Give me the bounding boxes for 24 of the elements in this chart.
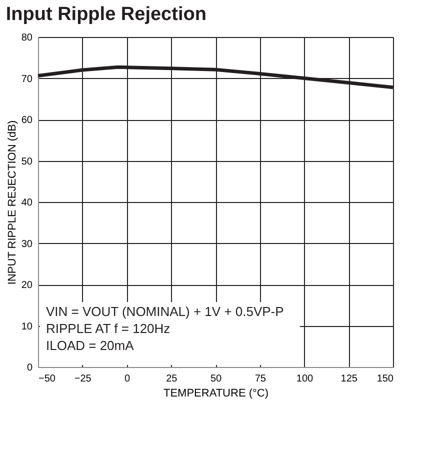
x-axis-title: TEMPERATURE (°C) bbox=[163, 388, 269, 400]
annotation: RIPPLE AT f = 120Hz bbox=[46, 321, 170, 336]
x-tick-label: −50 bbox=[38, 374, 56, 384]
y-tick-label: 10 bbox=[21, 321, 33, 332]
y-tick-label: 20 bbox=[21, 280, 33, 291]
annotation: VIN = VOUT (NOMINAL) + 1V + 0.5VP-P bbox=[46, 304, 284, 319]
x-tick-label: 100 bbox=[296, 374, 314, 384]
x-tick-label: 25 bbox=[166, 374, 178, 384]
x-tick-label: 0 bbox=[124, 374, 130, 384]
y-axis-title: INPUT RIPPLE REJECTION (dB) bbox=[6, 120, 18, 285]
y-tick-label: 0 bbox=[26, 362, 33, 374]
y-tick-label: 50 bbox=[21, 156, 33, 168]
annotation: ILOAD = 20mA bbox=[46, 338, 134, 353]
x-tick-label: −25 bbox=[74, 374, 92, 384]
y-tick-label: 60 bbox=[21, 115, 33, 126]
x-tick-label: 75 bbox=[254, 374, 266, 384]
y-tick-label: 40 bbox=[21, 198, 33, 208]
x-tick-label: 50 bbox=[210, 374, 222, 384]
x-tick-label: 150 bbox=[376, 374, 394, 384]
y-tick-label: 80 bbox=[21, 32, 33, 44]
y-tick-label: 30 bbox=[21, 238, 33, 250]
y-tick-label: 70 bbox=[21, 74, 33, 85]
x-tick-label: 125 bbox=[340, 374, 358, 384]
chart-title: Input Ripple Rejection bbox=[6, 4, 206, 25]
